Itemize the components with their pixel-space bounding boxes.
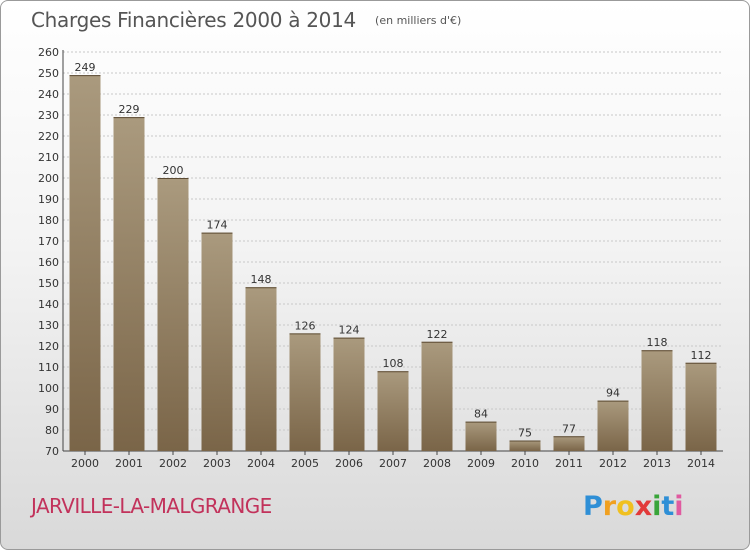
bar-2001	[113, 117, 145, 451]
bar-2004	[245, 287, 277, 451]
chart-title: Charges Financières 2000 à 2014	[31, 8, 356, 32]
x-tick-label: 2011	[555, 457, 583, 470]
bar-2011	[553, 436, 585, 451]
y-tick-label: 80	[45, 424, 59, 437]
y-tick-label: 200	[38, 172, 59, 185]
data-label: 148	[251, 273, 272, 286]
proxiti-logo: Proxiti	[583, 491, 684, 522]
data-label: 200	[163, 164, 184, 177]
y-tick-label: 150	[38, 277, 59, 290]
y-tick-label: 210	[38, 151, 59, 164]
data-label: 229	[119, 103, 140, 116]
y-tick-label: 90	[45, 403, 59, 416]
bar-2009	[465, 421, 497, 451]
data-label: 122	[427, 328, 448, 341]
chart-title-block: Charges Financières 2000 à 2014 (en mill…	[31, 8, 461, 32]
x-tick-label: 2000	[71, 457, 99, 470]
y-tick-label: 130	[38, 319, 59, 332]
x-tick-label: 2006	[335, 457, 363, 470]
data-label: 174	[207, 219, 228, 232]
x-tick-label: 2013	[643, 457, 671, 470]
logo-letter: i	[674, 491, 684, 522]
x-tick-label: 2012	[599, 457, 627, 470]
x-tick-label: 2001	[115, 457, 143, 470]
y-tick-label: 240	[38, 88, 59, 101]
bar-2013	[641, 350, 673, 451]
bar-2014	[685, 362, 717, 451]
bar-2006	[333, 337, 365, 451]
bar-2007	[377, 371, 409, 451]
data-label: 124	[339, 324, 360, 337]
data-label: 249	[75, 61, 96, 74]
bar-2005	[289, 333, 321, 451]
x-tick-label: 2005	[291, 457, 319, 470]
y-tick-label: 160	[38, 256, 59, 269]
y-tick-label: 110	[38, 361, 59, 374]
y-tick-label: 100	[38, 382, 59, 395]
data-label: 118	[647, 336, 668, 349]
commune-name: JARVILLE-LA-MALGRANGE	[31, 494, 272, 518]
data-label: 108	[383, 357, 404, 370]
bar-2010	[509, 440, 541, 451]
x-tick-label: 2004	[247, 457, 275, 470]
logo-letter: t	[661, 491, 675, 522]
x-tick-label: 2014	[687, 457, 715, 470]
y-tick-label: 170	[38, 235, 59, 248]
data-label: 77	[562, 422, 576, 435]
y-tick-label: 180	[38, 214, 59, 227]
data-label: 94	[606, 387, 620, 400]
bar-2012	[597, 400, 629, 451]
logo-letter: P	[583, 491, 603, 522]
y-tick-label: 230	[38, 109, 59, 122]
y-tick-label: 70	[45, 445, 59, 458]
x-tick-label: 2002	[159, 457, 187, 470]
x-tick-label: 2008	[423, 457, 451, 470]
x-tick-label: 2007	[379, 457, 407, 470]
logo-letter: x	[634, 491, 653, 522]
chart-subtitle: (en milliers d'€)	[375, 14, 462, 27]
bar-2003	[201, 232, 233, 451]
data-label: 75	[518, 427, 532, 440]
data-label: 126	[295, 319, 316, 332]
y-tick-label: 220	[38, 130, 59, 143]
data-label: 112	[691, 349, 712, 362]
y-tick-label: 260	[38, 46, 59, 59]
x-tick-label: 2003	[203, 457, 231, 470]
logo-letter: i	[652, 491, 662, 522]
logo-letter: r	[602, 491, 617, 522]
x-tick-label: 2009	[467, 457, 495, 470]
data-label: 84	[474, 408, 488, 421]
y-tick-label: 250	[38, 67, 59, 80]
logo-letter: o	[616, 491, 635, 522]
bar-2000	[69, 75, 101, 451]
y-tick-label: 190	[38, 193, 59, 206]
bar-2002	[157, 178, 189, 451]
y-tick-label: 120	[38, 340, 59, 353]
bar-2008	[421, 341, 453, 451]
x-tick-label: 2010	[511, 457, 539, 470]
y-tick-label: 140	[38, 298, 59, 311]
